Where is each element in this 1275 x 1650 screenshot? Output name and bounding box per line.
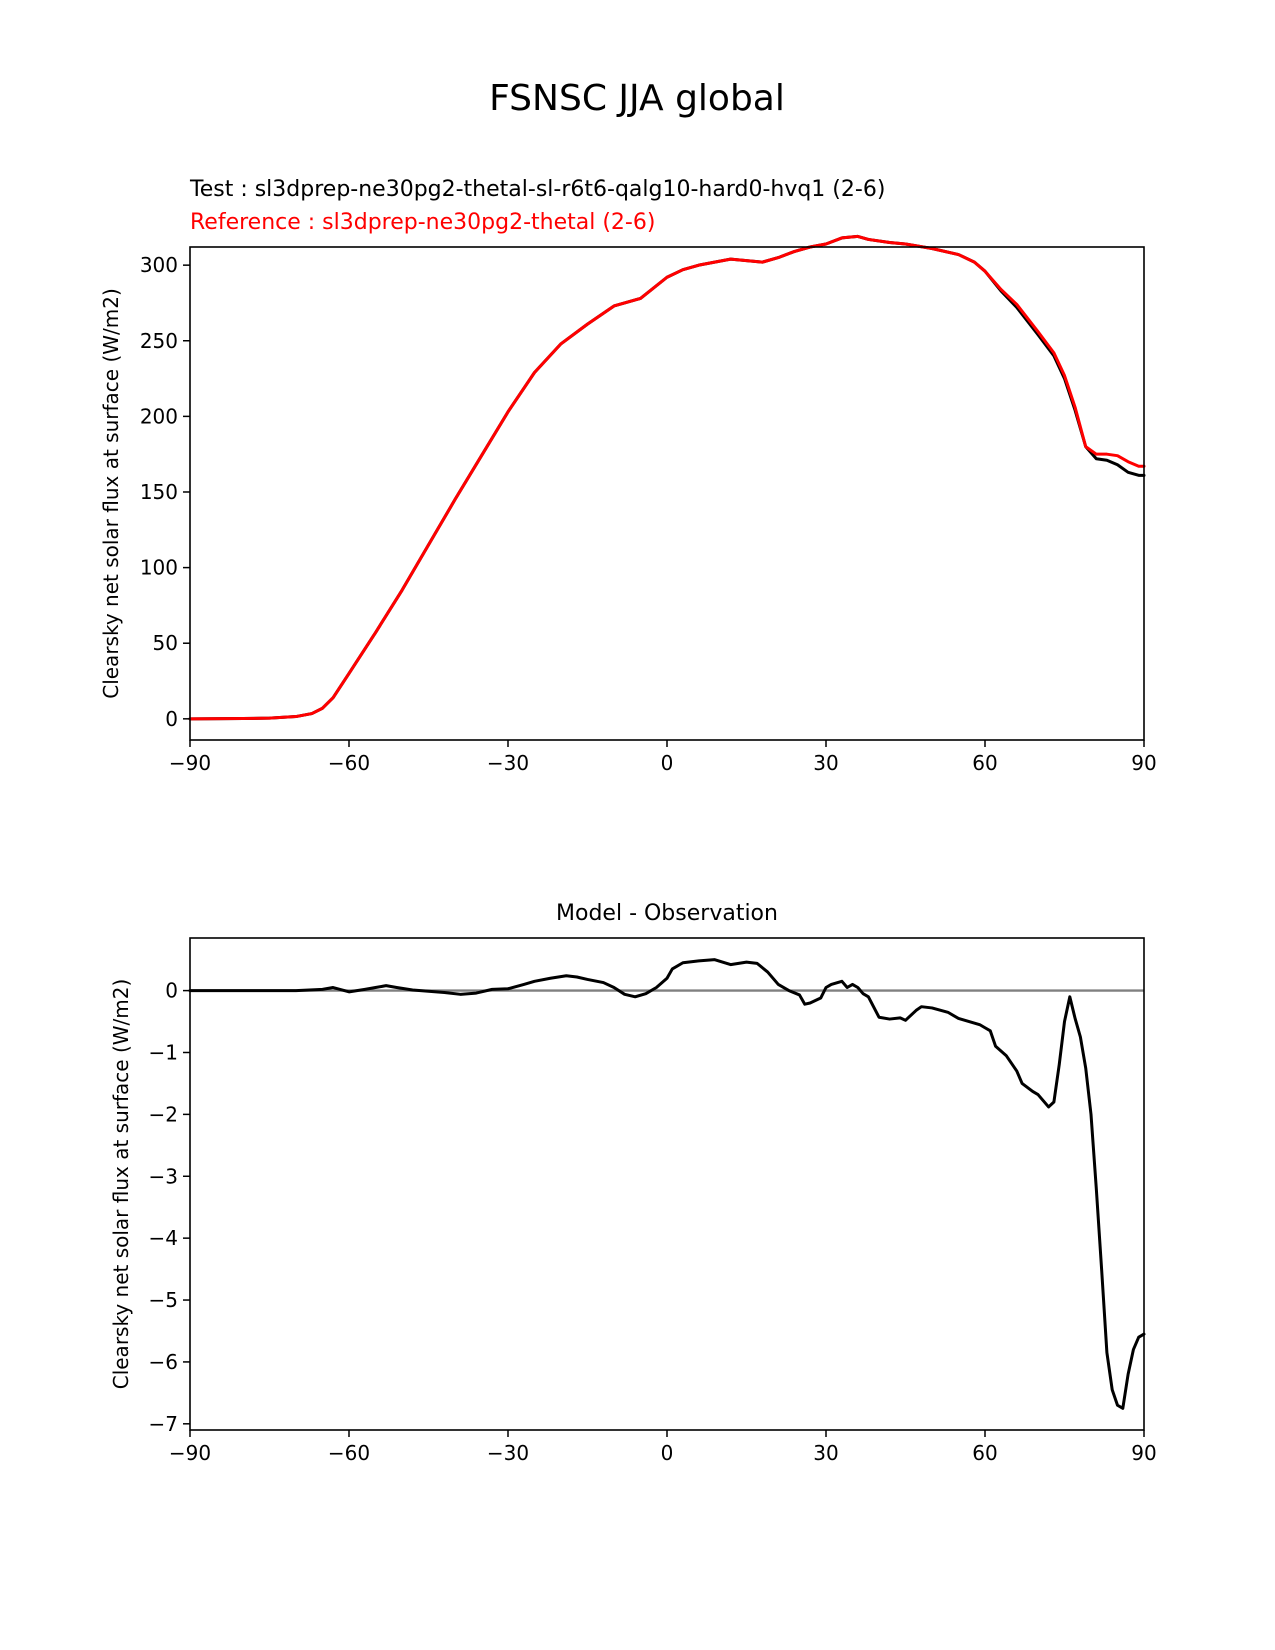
bottom-y-tick-label: −3 <box>149 1164 178 1188</box>
reference-label: Reference : sl3dprep-ne30pg2-thetal (2-6… <box>190 210 655 235</box>
top-x-tick-label: 90 <box>1131 751 1156 775</box>
top-y-tick-label: 0 <box>165 707 178 731</box>
bottom-x-tick-label: 60 <box>972 1441 997 1465</box>
top-y-tick-label: 150 <box>140 480 178 504</box>
bottom-y-tick-label: −7 <box>149 1412 178 1436</box>
top-y-tick-label: 100 <box>140 556 178 580</box>
top-panel: −90 −60 −30 0 30 60 90 0 50 100 150 200 250 300 Clears… <box>99 234 1157 775</box>
bottom-y-tick-label: −4 <box>149 1226 178 1250</box>
bottom-x-tick-label: −30 <box>487 1441 529 1465</box>
top-x-tick-label: 60 <box>972 751 997 775</box>
top-x-tick-label: −30 <box>487 751 529 775</box>
figure-suptitle: FSNSC JJA global <box>489 78 785 119</box>
bottom-y-axis-label: Clearsky net solar flux at surface (W/m2… <box>109 979 133 1390</box>
top-y-tick-label: 50 <box>153 631 178 655</box>
bottom-panel: −90 −60 −30 0 30 60 90 0 −1 −2 −3 −4 −5 −6 −7 Clearsky … <box>109 937 1157 1465</box>
bottom-x-tick-label: −90 <box>169 1441 211 1465</box>
top-series-reference <box>188 234 1146 721</box>
bottom-x-tick-label: 0 <box>661 1441 674 1465</box>
top-y-tick-label: 200 <box>140 404 178 428</box>
bottom-y-tick-label: −2 <box>149 1102 178 1126</box>
top-x-tick-label: 30 <box>813 751 838 775</box>
top-x-tick-label: −60 <box>328 751 370 775</box>
bottom-y-tick-label: −5 <box>149 1288 178 1312</box>
bottom-y-tick-label: 0 <box>165 979 178 1003</box>
top-y-tick-label: 300 <box>140 253 178 277</box>
top-x-tick-label: 0 <box>661 751 674 775</box>
bottom-y-tick-label: −1 <box>149 1040 178 1064</box>
test-label: Test : sl3dprep-ne30pg2-thetal-sl-r6t6-q… <box>189 177 885 202</box>
bottom-panel-title: Model - Observation <box>556 901 778 926</box>
top-x-tick-label: −90 <box>169 751 211 775</box>
bottom-series-difference <box>188 958 1146 1410</box>
top-y-axis-label: Clearsky net solar flux at surface (W/m2… <box>99 288 123 699</box>
top-y-tick-label: 250 <box>140 329 178 353</box>
bottom-x-tick-label: −60 <box>328 1441 370 1465</box>
bottom-y-tick-label: −6 <box>149 1350 178 1374</box>
bottom-x-tick-label: 90 <box>1131 1441 1156 1465</box>
bottom-x-tick-label: 30 <box>813 1441 838 1465</box>
